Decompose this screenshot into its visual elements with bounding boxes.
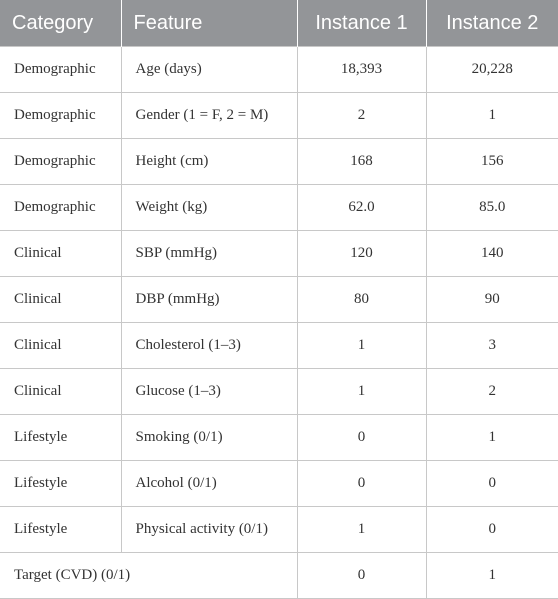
value-cell: 80 bbox=[296, 276, 427, 323]
table-row: Demographic Gender (1 = F, 2 = M) 2 1 bbox=[0, 92, 558, 139]
value-cell: 1 bbox=[296, 368, 427, 415]
table-row: Target (CVD) (0/1) 0 1 bbox=[0, 552, 558, 599]
value-cell: 62.0 bbox=[296, 184, 427, 231]
table-header: Category Feature Instance 1 Instance 2 bbox=[0, 0, 558, 47]
feature-cell: Age (days) bbox=[120, 46, 298, 93]
feature-cell: Weight (kg) bbox=[120, 184, 298, 231]
value-cell: 0 bbox=[296, 414, 427, 461]
value-cell: 3 bbox=[425, 322, 558, 369]
value-cell: 0 bbox=[425, 460, 558, 507]
header-cell: Category bbox=[0, 0, 122, 47]
table-row: Clinical Cholesterol (1–3) 1 3 bbox=[0, 322, 558, 369]
category-cell: Lifestyle bbox=[0, 414, 122, 461]
feature-cell: Glucose (1–3) bbox=[120, 368, 298, 415]
feature-cell: Alcohol (0/1) bbox=[120, 460, 298, 507]
feature-cell: Smoking (0/1) bbox=[120, 414, 298, 461]
category-cell: Clinical bbox=[0, 368, 122, 415]
value-cell: 20,228 bbox=[425, 46, 558, 93]
category-cell: Lifestyle bbox=[0, 506, 122, 553]
header-cell: Feature bbox=[121, 0, 298, 47]
feature-cell: Physical activity (0/1) bbox=[120, 506, 298, 553]
category-cell: Clinical bbox=[0, 322, 122, 369]
value-cell: 120 bbox=[296, 230, 427, 277]
value-cell: 168 bbox=[296, 138, 427, 185]
header-row: Category Feature Instance 1 Instance 2 bbox=[0, 0, 558, 47]
feature-cell: Gender (1 = F, 2 = M) bbox=[120, 92, 298, 139]
table-row: Clinical Glucose (1–3) 1 2 bbox=[0, 368, 558, 415]
value-cell: 2 bbox=[425, 368, 558, 415]
value-cell: 140 bbox=[425, 230, 558, 277]
feature-cell: Cholesterol (1–3) bbox=[120, 322, 298, 369]
header-cell: Instance 2 bbox=[426, 0, 558, 47]
category-cell: Demographic bbox=[0, 46, 122, 93]
value-cell: 2 bbox=[296, 92, 427, 139]
value-cell: 1 bbox=[296, 322, 427, 369]
table-row: Clinical DBP (mmHg) 80 90 bbox=[0, 276, 558, 323]
feature-cell: SBP (mmHg) bbox=[120, 230, 298, 277]
category-cell: Demographic bbox=[0, 184, 122, 231]
header-cell: Instance 1 bbox=[297, 0, 427, 47]
category-cell: Demographic bbox=[0, 138, 122, 185]
table-row: Demographic Age (days) 18,393 20,228 bbox=[0, 46, 558, 93]
value-cell: 18,393 bbox=[296, 46, 427, 93]
value-cell: 90 bbox=[425, 276, 558, 323]
table-row: Lifestyle Physical activity (0/1) 1 0 bbox=[0, 506, 558, 553]
table-row: Demographic Weight (kg) 62.0 85.0 bbox=[0, 184, 558, 231]
feature-cell: Height (cm) bbox=[120, 138, 298, 185]
value-cell: 0 bbox=[296, 552, 427, 599]
value-cell: 85.0 bbox=[425, 184, 558, 231]
value-cell: 1 bbox=[296, 506, 427, 553]
feature-cell: DBP (mmHg) bbox=[120, 276, 298, 323]
value-cell: 1 bbox=[425, 92, 558, 139]
value-cell: 0 bbox=[296, 460, 427, 507]
value-cell: 1 bbox=[425, 414, 558, 461]
table-row: Clinical SBP (mmHg) 120 140 bbox=[0, 230, 558, 277]
category-cell: Clinical bbox=[0, 276, 122, 323]
category-cell: Target (CVD) (0/1) bbox=[0, 552, 298, 599]
table-body: Demographic Age (days) 18,393 20,228 Demogra… bbox=[0, 46, 558, 599]
table-row: Lifestyle Smoking (0/1) 0 1 bbox=[0, 414, 558, 461]
category-cell: Demographic bbox=[0, 92, 122, 139]
category-cell: Lifestyle bbox=[0, 460, 122, 507]
value-cell: 156 bbox=[425, 138, 558, 185]
category-cell: Clinical bbox=[0, 230, 122, 277]
value-cell: 0 bbox=[425, 506, 558, 553]
value-cell: 1 bbox=[425, 552, 558, 599]
table-row: Demographic Height (cm) 168 156 bbox=[0, 138, 558, 185]
table-row: Lifestyle Alcohol (0/1) 0 0 bbox=[0, 460, 558, 507]
